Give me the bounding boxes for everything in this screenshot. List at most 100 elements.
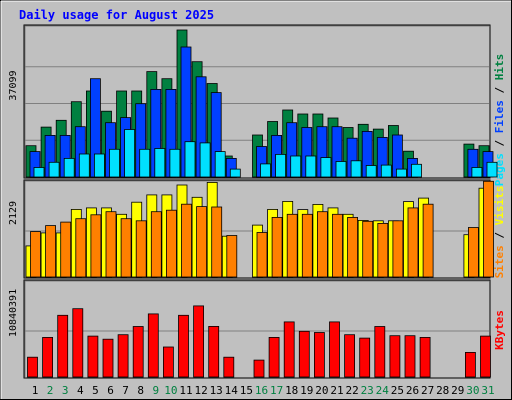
- bar-kbytes-day-16: [253, 359, 265, 378]
- panel-mid-legend: Sites / Visits: [493, 186, 506, 279]
- bar-kbytes-day-7: [117, 334, 129, 378]
- bar-sites-day-6: [105, 211, 117, 278]
- bar-kbytes-day-20: [313, 332, 325, 378]
- bar-sites-day-10: [165, 209, 177, 278]
- bar-pages-day-4: [78, 153, 90, 178]
- bar-sites-day-27: [422, 203, 434, 278]
- bar-sites-day-7: [120, 218, 132, 278]
- bar-kbytes-day-6: [102, 338, 114, 378]
- bar-kbytes-day-11: [178, 314, 189, 378]
- legend-item-files: Files: [493, 100, 506, 133]
- bar-kbytes-day-13: [208, 325, 220, 378]
- legend-separator: /: [493, 225, 506, 245]
- bar-pages-day-11: [184, 141, 196, 178]
- bar-sites-day-20: [316, 211, 328, 278]
- bar-sites-day-11: [181, 203, 192, 278]
- bar-pages-day-22: [350, 160, 362, 178]
- bar-kbytes-day-1: [27, 356, 38, 378]
- x-tick-label-day-19: 19: [300, 384, 313, 397]
- panel-bottom-max-label: 10840391: [8, 289, 19, 337]
- bar-kbytes-day-12: [193, 305, 205, 378]
- x-tick-label-day-28: 28: [436, 384, 449, 397]
- x-tick-label-day-23: 23: [361, 384, 374, 397]
- bar-kbytes-day-4: [72, 308, 84, 378]
- bar-kbytes-day-19: [298, 330, 310, 378]
- panel-bottom-legend: KBytes: [493, 310, 506, 350]
- bar-pages-day-3: [63, 157, 75, 178]
- x-tick-label-day-1: 1: [32, 384, 39, 397]
- x-tick-label-day-22: 22: [345, 384, 358, 397]
- legend-separator: /: [493, 80, 506, 100]
- x-tick-label-day-15: 15: [240, 384, 253, 397]
- bar-sites-day-8: [135, 220, 147, 278]
- legend-separator: /: [493, 133, 506, 153]
- x-tick-label-day-26: 26: [406, 384, 419, 397]
- bar-pages-day-25: [395, 168, 407, 178]
- x-tick-label-day-20: 20: [315, 384, 328, 397]
- bar-kbytes-day-14: [223, 356, 235, 378]
- bar-sites-day-12: [196, 206, 208, 278]
- x-tick-label-day-2: 2: [47, 384, 54, 397]
- x-tick-label-day-9: 9: [152, 384, 159, 397]
- bar-pages-day-1: [33, 167, 45, 178]
- x-tick-label-day-11: 11: [179, 384, 192, 397]
- x-tick-label-day-6: 6: [107, 384, 114, 397]
- bar-sites-day-22: [347, 216, 359, 278]
- bar-pages-day-20: [320, 157, 332, 178]
- x-tick-label-day-8: 8: [137, 384, 144, 397]
- bar-kbytes-day-22: [344, 334, 356, 378]
- x-tick-label-day-14: 14: [225, 384, 239, 397]
- bar-sites-day-30: [467, 227, 479, 278]
- bar-sites-day-24: [377, 222, 389, 278]
- legend-item-hits: Hits: [493, 54, 506, 81]
- x-tick-label-day-12: 12: [194, 384, 207, 397]
- bar-pages-day-17: [275, 153, 287, 178]
- bar-pages-day-16: [260, 163, 271, 178]
- x-tick-label-day-31: 31: [481, 384, 494, 397]
- bar-sites-day-1: [30, 231, 41, 278]
- bar-kbytes-day-8: [132, 326, 144, 378]
- bar-sites-day-31: [483, 180, 494, 278]
- bar-pages-day-18: [290, 155, 302, 178]
- x-tick-label-day-4: 4: [77, 384, 84, 397]
- bar-pages-day-2: [48, 161, 60, 178]
- bar-kbytes-day-17: [268, 336, 280, 378]
- bar-sites-day-23: [362, 220, 374, 278]
- x-tick-label-day-27: 27: [421, 384, 434, 397]
- panel-top-max-label: 37099: [8, 70, 19, 100]
- bar-kbytes-day-27: [419, 336, 431, 378]
- bar-sites-day-16: [256, 232, 268, 278]
- bar-kbytes-day-23: [359, 337, 371, 378]
- bar-pages-day-23: [365, 165, 377, 178]
- x-tick-label-day-10: 10: [164, 384, 177, 397]
- x-tick-label-day-21: 21: [330, 384, 343, 397]
- bar-pages-day-26: [411, 163, 422, 178]
- x-tick-label-day-5: 5: [92, 384, 99, 397]
- legend-item-kbytes: KBytes: [493, 310, 506, 350]
- bar-kbytes-day-21: [329, 321, 340, 378]
- legend-item-pages: Pages: [493, 153, 506, 186]
- bar-pages-day-14: [229, 168, 241, 178]
- bar-sites-day-26: [407, 207, 419, 278]
- bar-sites-day-3: [60, 221, 72, 278]
- x-tick-label-day-18: 18: [285, 384, 298, 397]
- bar-kbytes-day-18: [283, 321, 295, 378]
- bar-pages-day-6: [109, 148, 120, 178]
- x-tick-label-day-13: 13: [210, 384, 223, 397]
- bar-kbytes-day-5: [87, 335, 99, 378]
- bar-sites-day-21: [332, 213, 343, 278]
- bar-sites-day-9: [150, 211, 162, 278]
- x-tick-label-day-17: 17: [270, 384, 283, 397]
- bar-kbytes-day-31: [480, 335, 491, 378]
- bar-kbytes-day-9: [147, 313, 159, 378]
- bar-pages-day-21: [335, 161, 347, 178]
- bar-pages-day-24: [380, 164, 392, 178]
- bar-sites-day-18: [286, 213, 298, 278]
- bar-kbytes-day-2: [42, 336, 53, 378]
- x-tick-label-day-25: 25: [391, 384, 404, 397]
- x-tick-label-day-16: 16: [255, 384, 268, 397]
- bar-kbytes-day-30: [464, 351, 476, 378]
- x-tick-label-day-29: 29: [451, 384, 464, 397]
- panel-top-legend: Pages / Files / Hits: [493, 54, 506, 187]
